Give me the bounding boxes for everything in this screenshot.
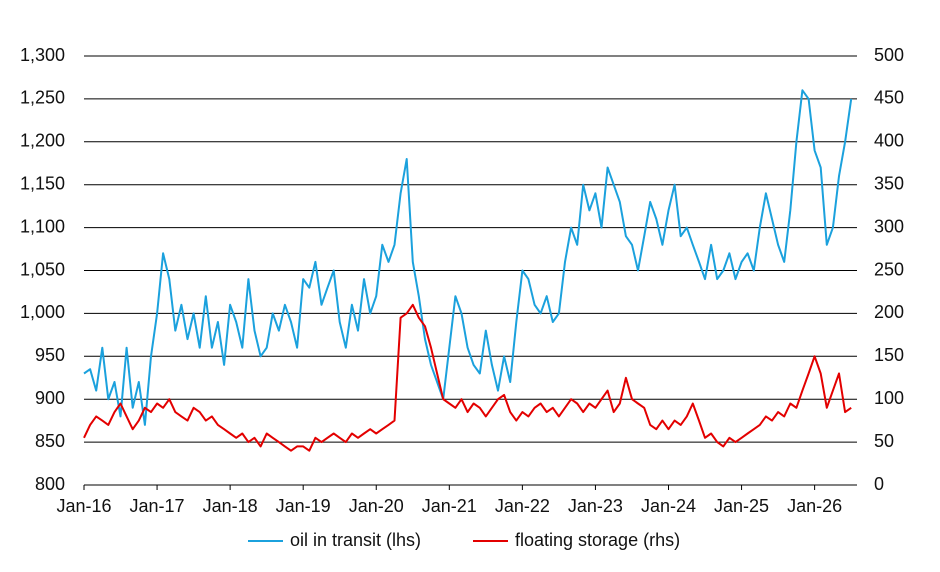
y-tick-label: 1,200 xyxy=(20,131,65,151)
y-tick-label: 1,150 xyxy=(20,173,65,193)
x-tick-label: Jan-16 xyxy=(56,496,111,516)
y-tick-label: 800 xyxy=(35,474,65,494)
y-tick-label: 950 xyxy=(35,345,65,365)
y2-tick-label: 150 xyxy=(874,345,904,365)
series-line xyxy=(83,89,853,426)
y2-tick-label: 50 xyxy=(874,431,894,451)
x-tick-label: Jan-22 xyxy=(495,496,550,516)
x-tick-label: Jan-19 xyxy=(276,496,331,516)
y2-tick-label: 450 xyxy=(874,88,904,108)
y2-tick-label: 500 xyxy=(874,45,904,65)
x-tick-label: Jan-20 xyxy=(349,496,404,516)
y2-tick-label: 100 xyxy=(874,388,904,408)
y-tick-label: 1,250 xyxy=(20,88,65,108)
x-tick-label: Jan-26 xyxy=(787,496,842,516)
y2-tick-label: 200 xyxy=(874,302,904,322)
x-tick-label: Jan-23 xyxy=(568,496,623,516)
y2-tick-label: 300 xyxy=(874,216,904,236)
x-tick-label: Jan-18 xyxy=(203,496,258,516)
series-line xyxy=(83,303,852,452)
x-tick-label: Jan-21 xyxy=(422,496,477,516)
legend-label: oil in transit (lhs) xyxy=(290,530,421,550)
y2-tick-label: 350 xyxy=(874,173,904,193)
y-tick-label: 1,050 xyxy=(20,259,65,279)
x-tick-label: Jan-25 xyxy=(714,496,769,516)
legend-label: floating storage (rhs) xyxy=(515,530,680,550)
y2-tick-label: 0 xyxy=(874,474,884,494)
x-tick-label: Jan-17 xyxy=(130,496,185,516)
y-tick-label: 1,100 xyxy=(20,216,65,236)
y-tick-label: 1,000 xyxy=(20,302,65,322)
y-tick-label: 1,300 xyxy=(20,45,65,65)
y2-tick-label: 400 xyxy=(874,131,904,151)
y-tick-label: 900 xyxy=(35,388,65,408)
y2-tick-label: 250 xyxy=(874,259,904,279)
x-tick-label: Jan-24 xyxy=(641,496,696,516)
y-tick-label: 850 xyxy=(35,431,65,451)
